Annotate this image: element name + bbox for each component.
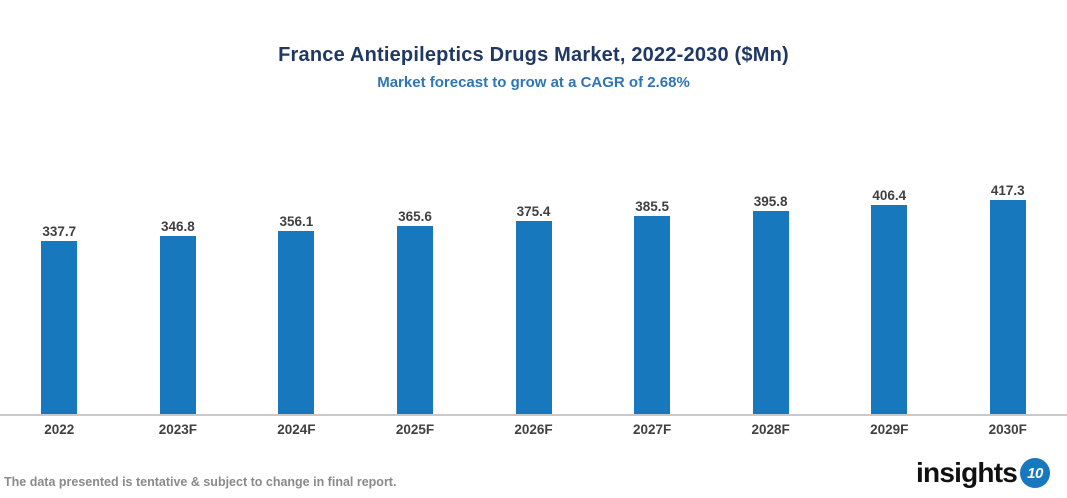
x-tick-label: 2029F [830, 422, 949, 437]
bar [397, 226, 433, 414]
bar [160, 236, 196, 414]
bar-value-label: 385.5 [635, 199, 669, 214]
bar [990, 200, 1026, 414]
bar [278, 231, 314, 414]
bars-row: 337.7 346.8 356.1 365.6 375.4 385.5 395.8 406.4… [0, 152, 1067, 414]
bar [516, 221, 552, 414]
bar [753, 211, 789, 414]
chart-subtitle: Market forecast to grow at a CAGR of 2.6… [0, 74, 1067, 91]
bar-column: 356.1 [237, 214, 356, 414]
bar-chart: 337.7 346.8 356.1 365.6 375.4 385.5 395.8 406.4… [0, 152, 1067, 437]
bar-column: 375.4 [474, 204, 593, 414]
x-tick-label: 2025F [356, 422, 475, 437]
x-tick-label: 2028F [711, 422, 830, 437]
x-tick-label: 2022 [0, 422, 119, 437]
bar [41, 241, 77, 415]
footer-note: The data presented is tentative & subjec… [4, 475, 396, 489]
bar-value-label: 395.8 [754, 194, 788, 209]
x-axis-line [0, 414, 1067, 416]
logo-badge-10: 10 [1020, 458, 1050, 488]
bar-column: 406.4 [830, 188, 949, 414]
x-tick-label: 2024F [237, 422, 356, 437]
x-tick-label: 2027F [593, 422, 712, 437]
bar-column: 395.8 [711, 194, 830, 414]
bar-value-label: 337.7 [42, 224, 76, 239]
bar-column: 365.6 [356, 209, 475, 414]
bar [871, 205, 907, 414]
bar-value-label: 417.3 [991, 183, 1025, 198]
bar-value-label: 346.8 [161, 219, 195, 234]
x-tick-label: 2023F [119, 422, 238, 437]
bar-value-label: 356.1 [280, 214, 314, 229]
bar-column: 346.8 [119, 219, 238, 414]
bar-column: 417.3 [949, 183, 1067, 414]
bar-column: 337.7 [0, 224, 119, 415]
chart-header: France Antiepileptics Drugs Market, 2022… [0, 44, 1067, 91]
logo-wordmark: insights [916, 459, 1017, 487]
x-tick-label: 2026F [474, 422, 593, 437]
insights10-logo: insights 10 [916, 458, 1050, 488]
bar-value-label: 375.4 [517, 204, 551, 219]
bar-value-label: 365.6 [398, 209, 432, 224]
bar-column: 385.5 [593, 199, 712, 414]
x-tick-label: 2030F [949, 422, 1067, 437]
bar [634, 216, 670, 414]
bar-value-label: 406.4 [872, 188, 906, 203]
chart-title: France Antiepileptics Drugs Market, 2022… [0, 44, 1067, 67]
